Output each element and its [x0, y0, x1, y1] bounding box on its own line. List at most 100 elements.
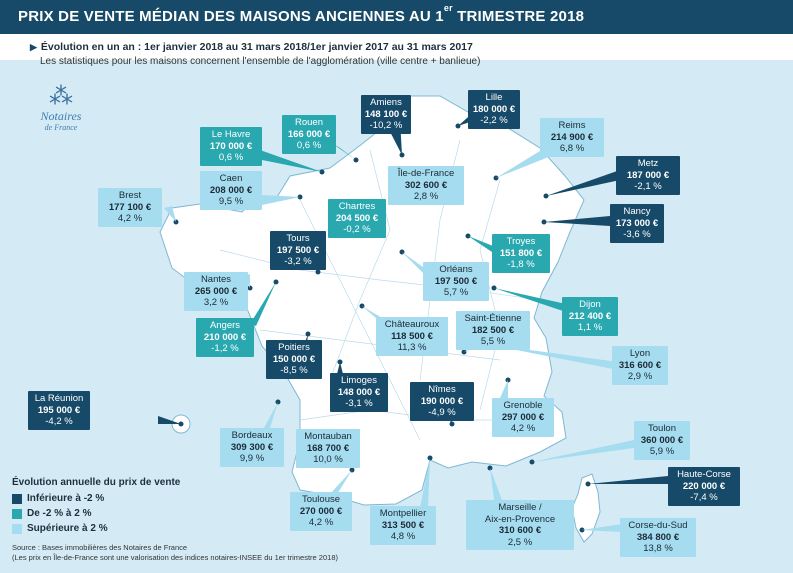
city-price: 310 600 €	[498, 525, 542, 536]
city-change: -3,1 %	[345, 398, 373, 409]
callout-tours: Tours 197 500 € -3,2 %	[270, 231, 326, 270]
callout-corsedusud: Corse-du-Sud 384 800 €13,8 %	[620, 518, 696, 557]
callout-nantes: Nantes 265 000 €3,2 %	[184, 272, 248, 311]
callout-poitiers: Poitiers 150 000 € -8,5 %	[266, 340, 322, 379]
city-price: 360 000 €	[640, 434, 684, 446]
callout-lille: Lille 180 000 € -2,2 %	[468, 90, 520, 129]
city-price: 166 000 €	[287, 128, 331, 140]
subtitle-line1: Évolution en un an : 1er janvier 2018 au…	[40, 41, 473, 53]
city-name: Troyes	[506, 236, 536, 247]
city-change: 9,5 %	[218, 196, 244, 207]
city-price: 309 300 €	[230, 441, 274, 453]
city-price: 177 100 €	[108, 201, 152, 213]
city-name: Île-de-France	[397, 168, 455, 179]
callout-chartres: Chartres 204 500 € -0,2 %	[328, 199, 386, 238]
city-change: 4,2 %	[117, 213, 143, 224]
city-name: Saint-Étienne	[464, 313, 522, 324]
city-price: 204 500 €	[335, 212, 379, 224]
city-change: 0,6 %	[218, 152, 244, 163]
city-change: 9,9 %	[239, 453, 265, 464]
corsica	[571, 473, 601, 543]
city-name: Tours	[286, 233, 310, 244]
city-name: Marseille /	[498, 502, 542, 513]
city-name: Toulon	[648, 423, 676, 434]
callout-montpellier: Montpellier 313 500 €4,8 %	[370, 506, 436, 545]
callout-marseille: Marseille / Aix-en-Provence 310 600 €2,5 %	[466, 500, 574, 550]
city-name: Metz	[637, 158, 659, 169]
city-price: 302 600 €	[404, 179, 448, 191]
city-change: 4,8 %	[390, 531, 416, 542]
city-price: 190 000 €	[420, 395, 464, 407]
legend-item-mid: De -2 % à 2 %	[12, 506, 180, 521]
title-main: PRIX DE VENTE MÉDIAN DES MAISONS ANCIENN…	[18, 8, 444, 25]
city-name: Lyon	[629, 348, 651, 359]
city-price: 220 000 €	[682, 480, 726, 492]
city-change: 0,6 %	[296, 140, 322, 151]
callout-toulon: Toulon 360 000 €5,9 %	[634, 421, 690, 460]
legend-item-dark: Inférieure à -2 %	[12, 491, 180, 506]
city-name: Orléans	[439, 264, 473, 275]
city-change: 2,9 %	[627, 371, 653, 382]
city-name: Brest	[118, 190, 142, 201]
city-change: -10,2 %	[369, 120, 403, 131]
source-note: Source : Bases immobilières des Notaires…	[12, 543, 338, 563]
callout-metz: Metz 187 000 € -2,1 %	[616, 156, 680, 195]
callout-rouen: Rouen 166 000 €0,6 %	[282, 115, 336, 154]
callout-saintetienne: Saint-Étienne 182 500 €5,5 %	[456, 311, 530, 350]
callout-lyon: Lyon 316 600 €2,9 %	[612, 346, 668, 385]
city-name: Angers	[209, 320, 241, 331]
logo-line2: de France	[44, 123, 78, 132]
city-price: 195 000 €	[37, 404, 81, 416]
city-name: Nantes	[200, 274, 232, 285]
city-price: 316 600 €	[618, 359, 662, 371]
arrow-icon: ▶	[30, 42, 37, 52]
callout-nimes: Nîmes 190 000 € -4,9 %	[410, 382, 474, 421]
callout-reims: Reims 214 900 €6,8 %	[540, 118, 604, 157]
city-price: 197 500 €	[276, 244, 320, 256]
source-line2: (Les prix en Île-de-France sont une valo…	[12, 553, 338, 562]
city-name: Lille	[485, 92, 503, 103]
city-price: 212 400 €	[568, 310, 612, 322]
city-price: 148 000 €	[337, 386, 381, 398]
callout-orleans: Orléans 197 500 €5,7 %	[423, 262, 489, 301]
city-name: Le Havre	[211, 129, 251, 140]
city-change: 5,5 %	[480, 336, 506, 347]
city-price: 170 000 €	[209, 140, 253, 152]
callout-hautecorse: Haute-Corse 220 000 € -7,4 %	[668, 467, 740, 506]
city-price: 182 500 €	[471, 324, 515, 336]
city-price: 148 100 €	[364, 108, 408, 120]
callout-bordeaux: Bordeaux 309 300 €9,9 %	[220, 428, 284, 467]
city-price: 118 500 €	[391, 330, 433, 342]
city-name: Châteauroux	[384, 319, 440, 330]
title-sup: er	[443, 3, 453, 13]
callout-amiens: Amiens 148 100 € -10,2 %	[361, 95, 411, 134]
city-price: 197 500 €	[434, 275, 478, 287]
city-change: 5,7 %	[443, 287, 469, 298]
city-change: -0,2 %	[343, 224, 371, 235]
callout-caen: Caen 208 000 €9,5 %	[200, 171, 262, 210]
city-price: 265 000 €	[194, 285, 238, 297]
legend-item-light: Supérieure à 2 %	[12, 521, 180, 536]
city-price: 187 000 €	[626, 169, 670, 181]
city-change: 2,8 %	[413, 191, 439, 202]
city-change: 11,3 %	[397, 342, 427, 353]
city-name: Toulouse	[301, 494, 341, 505]
city-name: Montpellier	[379, 508, 427, 519]
city-change: -2,2 %	[480, 115, 508, 126]
callout-brest: Brest 177 100 €4,2 %	[98, 188, 162, 227]
city-change: -1,8 %	[507, 259, 535, 270]
city-change: 10,0 %	[313, 454, 343, 465]
city-change: -3,2 %	[284, 256, 312, 267]
city-name: Nîmes	[428, 384, 456, 395]
callout-grenoble: Grenoble 297 000 €4,2 %	[492, 398, 554, 437]
title-end: TRIMESTRE 2018	[452, 8, 585, 25]
city-name: Bordeaux	[231, 430, 273, 441]
callout-limoges: Limoges 148 000 € -3,1 %	[330, 373, 388, 412]
source-line1: Source : Bases immobilières des Notaires…	[12, 543, 188, 552]
city-name: Rouen	[295, 117, 323, 128]
city-name: Chartres	[338, 201, 376, 212]
city-price: 313 500 €	[381, 519, 425, 531]
city-change: -1,2 %	[211, 343, 239, 354]
callout-lareunion: La Réunion 195 000 € -4,2 %	[28, 391, 90, 430]
city-price: 151 800 €	[499, 247, 543, 259]
